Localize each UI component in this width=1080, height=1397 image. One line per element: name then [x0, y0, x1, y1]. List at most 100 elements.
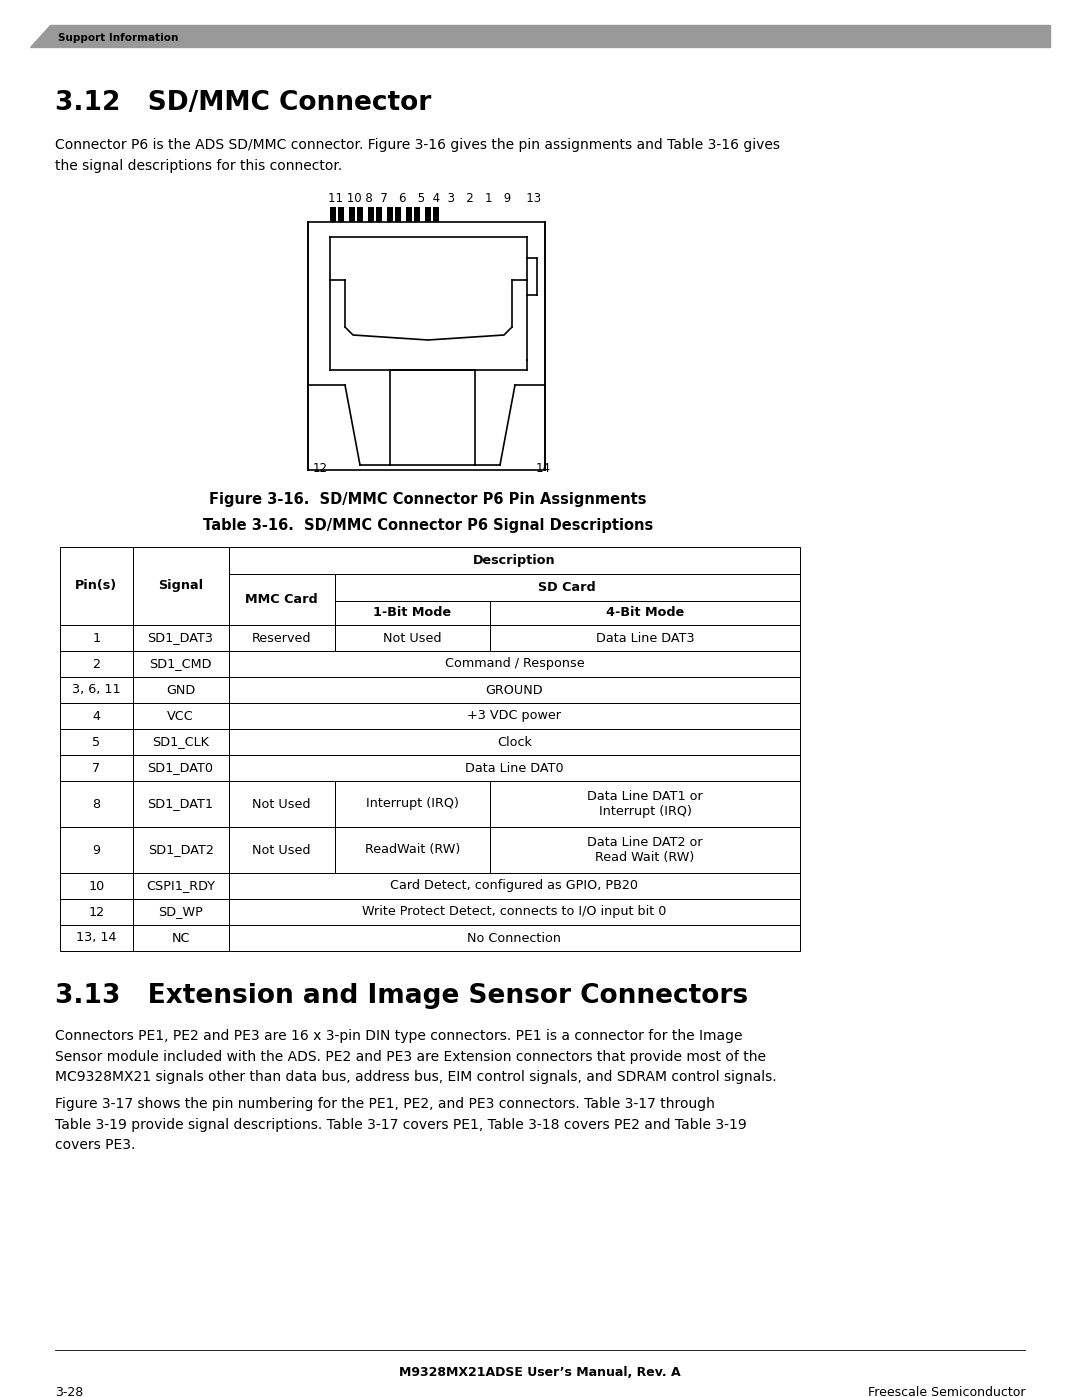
Bar	[335, 827, 490, 873]
Bar	[335, 624, 490, 651]
Bar	[60, 754, 133, 781]
Bar	[133, 827, 229, 873]
Bar	[133, 781, 229, 827]
Bar	[133, 678, 229, 703]
Text: 7: 7	[92, 761, 100, 774]
Text: 4: 4	[92, 710, 100, 722]
Bar	[490, 827, 800, 873]
Text: Not Used: Not Used	[383, 631, 442, 644]
Text: VCC: VCC	[167, 710, 194, 722]
Text: 14: 14	[536, 462, 551, 475]
Bar	[414, 207, 420, 222]
Bar	[133, 729, 229, 754]
Text: GND: GND	[166, 683, 195, 697]
Text: SD1_DAT3: SD1_DAT3	[148, 631, 214, 644]
Bar	[133, 873, 229, 900]
Bar	[229, 900, 800, 925]
Bar	[133, 925, 229, 951]
Bar	[229, 873, 800, 900]
Text: SD Card: SD Card	[539, 581, 596, 594]
Text: M9328MX21ADSE User’s Manual, Rev. A: M9328MX21ADSE User’s Manual, Rev. A	[400, 1366, 680, 1379]
Text: SD1_DAT1: SD1_DAT1	[148, 798, 214, 810]
Text: Data Line DAT2 or
Read Wait (RW): Data Line DAT2 or Read Wait (RW)	[588, 835, 703, 863]
Text: 2: 2	[92, 658, 100, 671]
Bar	[133, 703, 229, 729]
Bar	[60, 873, 133, 900]
Text: 3.13   Extension and Image Sensor Connectors: 3.13 Extension and Image Sensor Connecto…	[55, 983, 748, 1009]
Text: SD1_CLK: SD1_CLK	[152, 735, 210, 749]
Text: 1-Bit Mode: 1-Bit Mode	[374, 606, 451, 619]
Bar	[133, 754, 229, 781]
Text: 11 10 8  7   6   5  4  3   2   1   9    13: 11 10 8 7 6 5 4 3 2 1 9 13	[328, 191, 541, 205]
Bar	[60, 703, 133, 729]
Text: Clock: Clock	[497, 735, 531, 749]
Bar	[426, 207, 431, 222]
Bar	[229, 548, 800, 574]
Bar	[490, 601, 800, 624]
Bar	[335, 601, 490, 624]
Text: Data Line DAT3: Data Line DAT3	[596, 631, 694, 644]
Bar	[395, 207, 401, 222]
Text: Data Line DAT0: Data Line DAT0	[465, 761, 564, 774]
Bar	[368, 207, 374, 222]
Bar	[60, 781, 133, 827]
Bar	[349, 207, 355, 222]
Text: Interrupt (IRQ): Interrupt (IRQ)	[366, 798, 459, 810]
Text: Not Used: Not Used	[253, 798, 311, 810]
Polygon shape	[30, 25, 1050, 47]
Bar	[133, 651, 229, 678]
Text: Freescale Semiconductor: Freescale Semiconductor	[867, 1386, 1025, 1397]
Text: 4-Bit Mode: 4-Bit Mode	[606, 606, 684, 619]
Text: SD_WP: SD_WP	[158, 905, 203, 918]
Bar	[229, 925, 800, 951]
Bar	[60, 729, 133, 754]
Text: CSPI1_RDY: CSPI1_RDY	[146, 880, 215, 893]
Text: Command / Response: Command / Response	[445, 658, 584, 671]
Bar	[335, 574, 800, 601]
Bar	[133, 624, 229, 651]
Bar	[60, 624, 133, 651]
Bar	[357, 207, 363, 222]
Bar	[330, 207, 336, 222]
Bar	[229, 754, 800, 781]
Bar	[406, 207, 411, 222]
Bar	[229, 729, 800, 754]
Text: NC: NC	[172, 932, 190, 944]
Text: 3, 6, 11: 3, 6, 11	[72, 683, 121, 697]
Text: Reserved: Reserved	[252, 631, 311, 644]
Text: 1: 1	[92, 631, 100, 644]
Text: SD1_CMD: SD1_CMD	[149, 658, 212, 671]
Text: Not Used: Not Used	[253, 844, 311, 856]
Text: ReadWait (RW): ReadWait (RW)	[365, 844, 460, 856]
Text: 12: 12	[313, 462, 328, 475]
Bar	[60, 548, 133, 624]
Text: Connectors PE1, PE2 and PE3 are 16 x 3-pin DIN type connectors. PE1 is a connect: Connectors PE1, PE2 and PE3 are 16 x 3-p…	[55, 1030, 777, 1084]
Text: No Connection: No Connection	[468, 932, 562, 944]
Text: Support Information: Support Information	[58, 34, 178, 43]
Text: Description: Description	[473, 555, 556, 567]
Text: 12: 12	[89, 905, 105, 918]
Bar	[60, 900, 133, 925]
Bar	[490, 624, 800, 651]
Text: Signal: Signal	[158, 580, 203, 592]
Bar	[335, 781, 490, 827]
Bar	[60, 925, 133, 951]
Bar	[60, 827, 133, 873]
Text: 9: 9	[92, 844, 100, 856]
Text: Connector P6 is the ADS SD/MMC connector. Figure 3-16 gives the pin assignments : Connector P6 is the ADS SD/MMC connector…	[55, 138, 780, 173]
Bar	[433, 207, 438, 222]
Text: GROUND: GROUND	[486, 683, 543, 697]
Text: Write Protect Detect, connects to I/O input bit 0: Write Protect Detect, connects to I/O in…	[362, 905, 666, 918]
Text: Table 3-16.  SD/MMC Connector P6 Signal Descriptions: Table 3-16. SD/MMC Connector P6 Signal D…	[203, 518, 653, 534]
Bar	[376, 207, 382, 222]
Bar	[229, 781, 335, 827]
Text: 3.12   SD/MMC Connector: 3.12 SD/MMC Connector	[55, 89, 431, 116]
Bar	[229, 703, 800, 729]
Text: 5: 5	[92, 735, 100, 749]
Bar	[133, 900, 229, 925]
Text: 13, 14: 13, 14	[76, 932, 117, 944]
Bar	[229, 574, 335, 624]
Text: Data Line DAT1 or
Interrupt (IRQ): Data Line DAT1 or Interrupt (IRQ)	[588, 789, 703, 819]
Text: Card Detect, configured as GPIO, PB20: Card Detect, configured as GPIO, PB20	[390, 880, 638, 893]
Bar	[229, 651, 800, 678]
